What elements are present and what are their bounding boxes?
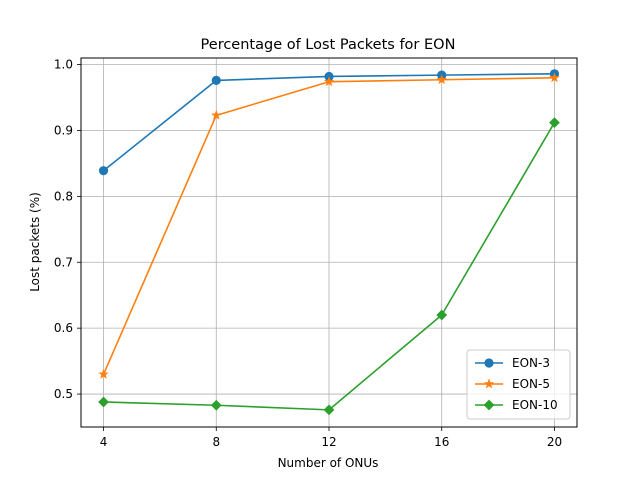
y-tick-label: 0.7 <box>54 255 73 269</box>
y-tick-label: 0.6 <box>54 321 73 335</box>
data-point <box>211 75 221 86</box>
legend-marker <box>483 378 495 389</box>
x-tick-label: 20 <box>547 435 562 449</box>
axes: 4 8 12 16 20 0.5 0.6 0.7 0.8 0.9 1.0 <box>54 58 562 449</box>
legend-label: EON-10 <box>512 398 558 412</box>
legend-item: EON-5 <box>475 377 550 391</box>
legend-label: EON-5 <box>512 377 550 391</box>
data-point <box>98 368 109 379</box>
y-axis-label: Lost packets (%) <box>28 192 42 292</box>
data-point <box>323 76 335 87</box>
data-point <box>436 74 447 85</box>
data-point <box>549 72 560 83</box>
chart-title: Percentage of Lost Packets for EON <box>201 37 456 53</box>
y-tick-label: 0.9 <box>54 123 73 137</box>
y-tick-label: 0.8 <box>54 189 73 203</box>
y-tick-label: 1.0 <box>54 58 73 72</box>
series-eon-10 <box>98 117 560 416</box>
legend-label: EON-3 <box>512 356 550 370</box>
data-point <box>98 396 109 408</box>
data-point <box>210 399 222 411</box>
legend-box <box>466 349 571 420</box>
data-point <box>549 117 560 128</box>
x-axis-label: Number of ONUs <box>278 456 379 470</box>
data-point <box>323 404 335 416</box>
series-layer <box>98 69 560 416</box>
legend: EON-3 EON-5 EON-10 <box>466 349 571 420</box>
legend-marker <box>483 399 495 411</box>
grid-lines <box>81 58 577 427</box>
data-point <box>436 309 448 321</box>
data-point <box>211 109 222 120</box>
x-tick-label: 16 <box>434 435 449 449</box>
legend-item: EON-3 <box>475 356 550 370</box>
series-eon-5 <box>98 72 560 379</box>
legend-item: EON-10 <box>475 398 558 412</box>
x-tick-label: 12 <box>321 435 336 449</box>
x-tick-label: 4 <box>100 435 108 449</box>
data-point <box>98 166 109 176</box>
x-tick-label: 8 <box>212 435 220 449</box>
y-tick-label: 0.5 <box>54 387 73 401</box>
legend-marker <box>484 358 494 368</box>
